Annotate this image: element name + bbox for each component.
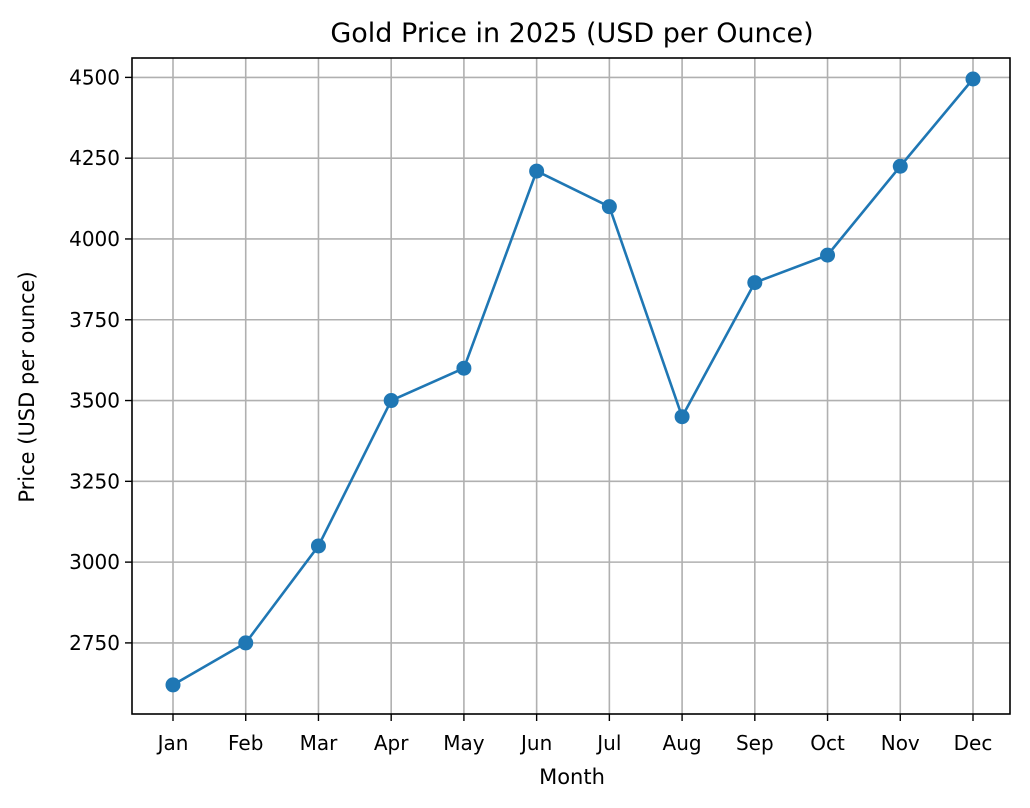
chart-title: Gold Price in 2025 (USD per Ounce) (330, 18, 813, 49)
series-line (172, 78, 974, 687)
x-tick-label: May (443, 731, 485, 755)
x-tick-label: Apr (374, 731, 409, 755)
y-tick-label: 3250 (69, 469, 120, 493)
data-point (747, 275, 763, 291)
x-tick-label: Mar (300, 731, 339, 755)
x-tick-label: Jan (156, 731, 189, 755)
grid (132, 58, 1010, 714)
y-tick-label: 4000 (69, 227, 120, 251)
y-tick-label: 3750 (69, 308, 120, 332)
data-point (383, 393, 399, 409)
y-tick-label: 4250 (69, 146, 120, 170)
x-axis-label: Month (539, 765, 605, 789)
data-point (820, 247, 836, 263)
plot-area-frame (131, 57, 1011, 715)
y-axis-label: Price (USD per ounce) (15, 271, 39, 502)
x-tick-label: Jun (519, 731, 552, 755)
x-tick-label: Dec (954, 731, 993, 755)
data-point (456, 360, 472, 376)
data-point (310, 538, 326, 554)
y-tick-label: 2750 (69, 631, 120, 655)
y-tick-label: 3500 (69, 389, 120, 413)
data-point (965, 71, 981, 87)
data-point (674, 409, 690, 425)
series-layer (165, 71, 981, 693)
data-point (165, 677, 181, 693)
x-tick-label: Feb (228, 731, 263, 755)
data-point (238, 635, 254, 651)
x-tick-label: Jul (595, 731, 621, 755)
x-tick-label: Sep (736, 731, 774, 755)
axis-ticks: Jan Feb Mar Apr May Jun Jul Aug Sep Oct Nov Dec 2750… (69, 65, 992, 755)
y-tick-label: 3000 (69, 550, 120, 574)
x-tick-label: Nov (881, 731, 920, 755)
x-tick-label: Oct (810, 731, 845, 755)
data-point (892, 158, 908, 174)
data-point (529, 163, 545, 179)
x-tick-label: Aug (663, 731, 702, 755)
y-tick-label: 4500 (69, 65, 120, 89)
data-point (601, 199, 617, 215)
